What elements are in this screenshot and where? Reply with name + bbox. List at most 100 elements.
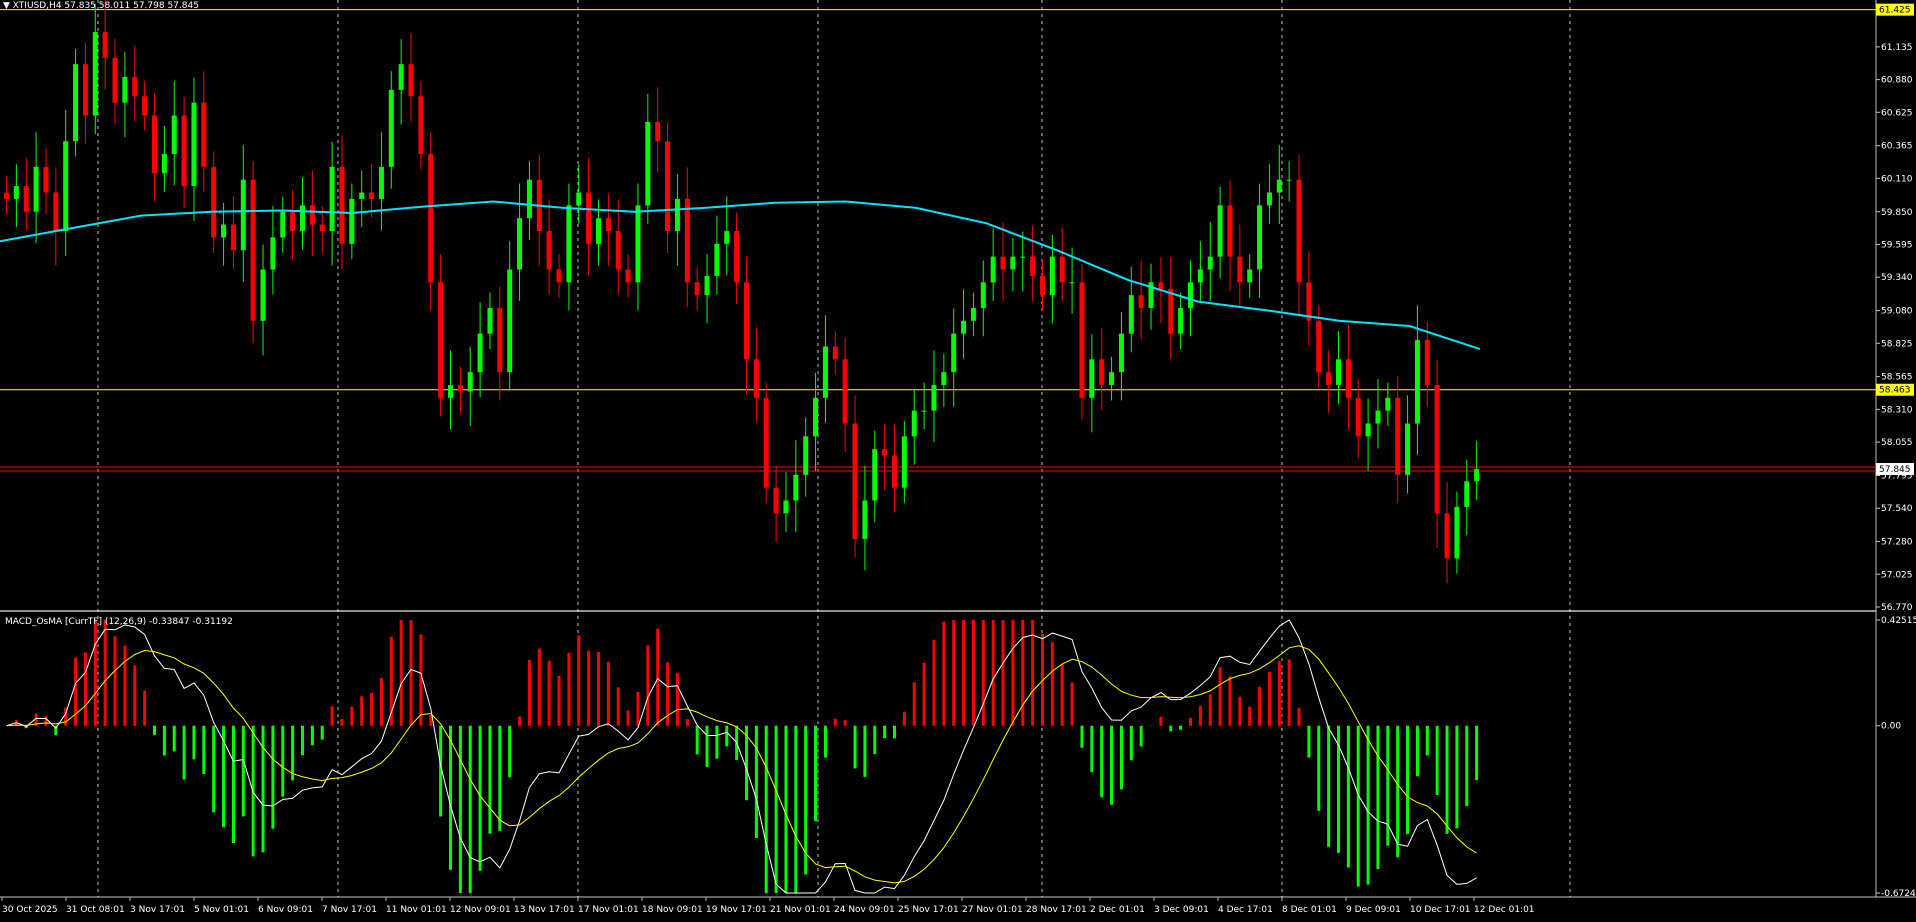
price-tick-label: 59.340 <box>1881 273 1913 283</box>
bear-candle <box>1040 275 1045 296</box>
main-pane <box>0 0 1876 610</box>
bull-candle <box>793 474 799 501</box>
bull-candle <box>191 102 197 187</box>
horizontal-levels[interactable] <box>0 9 1876 472</box>
bear-candle <box>615 231 621 270</box>
bear-candle <box>290 211 296 232</box>
macd-tick-label: 0.00 <box>1881 722 1901 732</box>
bull-candle <box>1188 282 1193 308</box>
bull-candle <box>911 410 917 437</box>
grid-lines <box>97 0 1571 897</box>
bull-candle <box>990 256 996 283</box>
bear-candle <box>1227 205 1233 257</box>
bull-candle <box>73 64 79 142</box>
moving-average-series <box>0 200 1481 351</box>
price-tick-label: 57.795 <box>1881 471 1913 481</box>
bear-candle <box>655 121 661 142</box>
macd-main-line <box>6 619 1477 894</box>
bull-candle <box>931 384 937 411</box>
bull-candle <box>813 397 819 437</box>
time-tick-label: 9 Dec 09:01 <box>1346 905 1401 915</box>
bear-candle <box>457 384 463 392</box>
time-tick-label: 27 Nov 01:01 <box>962 905 1023 915</box>
time-tick-label: 3 Nov 17:01 <box>130 905 185 915</box>
bull-candle <box>635 205 641 283</box>
bull-candle <box>122 77 128 103</box>
bear-candle <box>684 198 690 283</box>
bear-candle <box>1434 384 1440 514</box>
bull-candle <box>63 141 69 232</box>
price-axis[interactable]: 61.425 61.135 60.880 60.625 60.365 60.110 59.8… <box>1876 6 1916 899</box>
bull-candle <box>1464 481 1470 507</box>
bull-candle <box>803 436 809 475</box>
macd-tick-label: 0.42515 <box>1881 616 1916 626</box>
bull-candle <box>822 346 828 398</box>
bear-candle <box>892 455 897 488</box>
collapse-arrow-icon[interactable]: ▼ <box>3 1 10 11</box>
bear-candle <box>556 269 562 283</box>
macd-signal-line <box>6 645 1477 884</box>
price-label-box <box>1876 463 1914 476</box>
bear-candle <box>418 96 424 155</box>
time-axis[interactable]: 30 Oct 2025 31 Oct 08:01 3 Nov 17:01 5 Nov … <box>1 897 1535 915</box>
bear-candle <box>1168 288 1174 334</box>
bear-candle <box>1345 359 1351 398</box>
bear-candle <box>181 115 187 187</box>
bear-candle <box>753 359 759 398</box>
bear-candle <box>250 179 256 321</box>
bull-candle <box>1276 179 1282 193</box>
bull-candle <box>714 243 720 276</box>
time-tick-label: 6 Nov 09:01 <box>258 905 313 915</box>
time-tick-label: 31 Oct 08:01 <box>66 905 125 915</box>
bull-candle <box>1266 192 1272 206</box>
bull-candle <box>576 192 582 206</box>
time-tick-label: 7 Nov 17:01 <box>322 905 377 915</box>
bull-candle <box>1257 205 1263 270</box>
bull-candle <box>704 275 710 296</box>
price-tick-label: 58.310 <box>1881 405 1913 415</box>
bear-candle <box>842 359 848 424</box>
bull-candle <box>921 410 927 412</box>
price-tick-label: 59.595 <box>1881 240 1913 250</box>
time-tick-label: 25 Nov 17:01 <box>898 905 959 915</box>
time-tick-label: 12 Dec 01:01 <box>1474 905 1535 915</box>
bull-candle <box>507 269 513 373</box>
time-tick-label: 18 Nov 09:01 <box>642 905 703 915</box>
bear-candle <box>586 192 592 244</box>
bull-candle <box>161 154 167 174</box>
price-label: 57.845 <box>1879 465 1911 475</box>
bull-candle <box>1405 423 1411 475</box>
time-tick-label: 2 Dec 01:01 <box>1090 905 1145 915</box>
bear-candle <box>230 224 236 251</box>
bear-candle <box>43 166 49 193</box>
bear-candle <box>1355 397 1361 437</box>
bear-candle <box>1030 256 1036 276</box>
bull-candle <box>674 198 680 232</box>
bull-candle <box>300 205 305 232</box>
bear-candle <box>4 192 9 199</box>
bear-candle <box>142 96 148 116</box>
bull-candle <box>398 64 404 90</box>
time-tick-label: 24 Nov 09:01 <box>834 905 895 915</box>
price-tick-label: 59.080 <box>1881 307 1913 317</box>
bull-candle <box>378 166 384 199</box>
bull-candle <box>951 333 957 373</box>
time-tick-label: 11 Nov 01:01 <box>386 905 447 915</box>
time-tick-label: 13 Nov 17:01 <box>514 905 575 915</box>
bear-candle <box>1326 372 1332 385</box>
bull-candle <box>1049 256 1055 296</box>
time-tick-label: 4 Dec 17:01 <box>1218 905 1273 915</box>
bull-candle <box>1020 256 1026 258</box>
time-tick-label: 21 Nov 01:01 <box>770 905 831 915</box>
bear-candle <box>132 77 138 97</box>
price-tick-label: 58.565 <box>1881 373 1913 383</box>
price-tick-label: 60.880 <box>1881 76 1913 86</box>
bear-candle <box>53 192 59 232</box>
bull-candle <box>941 372 947 385</box>
bear-candle <box>1000 256 1006 270</box>
bull-candle <box>517 218 523 270</box>
bear-candle <box>1296 179 1302 283</box>
macd-tick-label: -0.67246 <box>1881 889 1916 899</box>
bear-candle <box>1444 513 1450 559</box>
bull-candle <box>1217 205 1223 257</box>
